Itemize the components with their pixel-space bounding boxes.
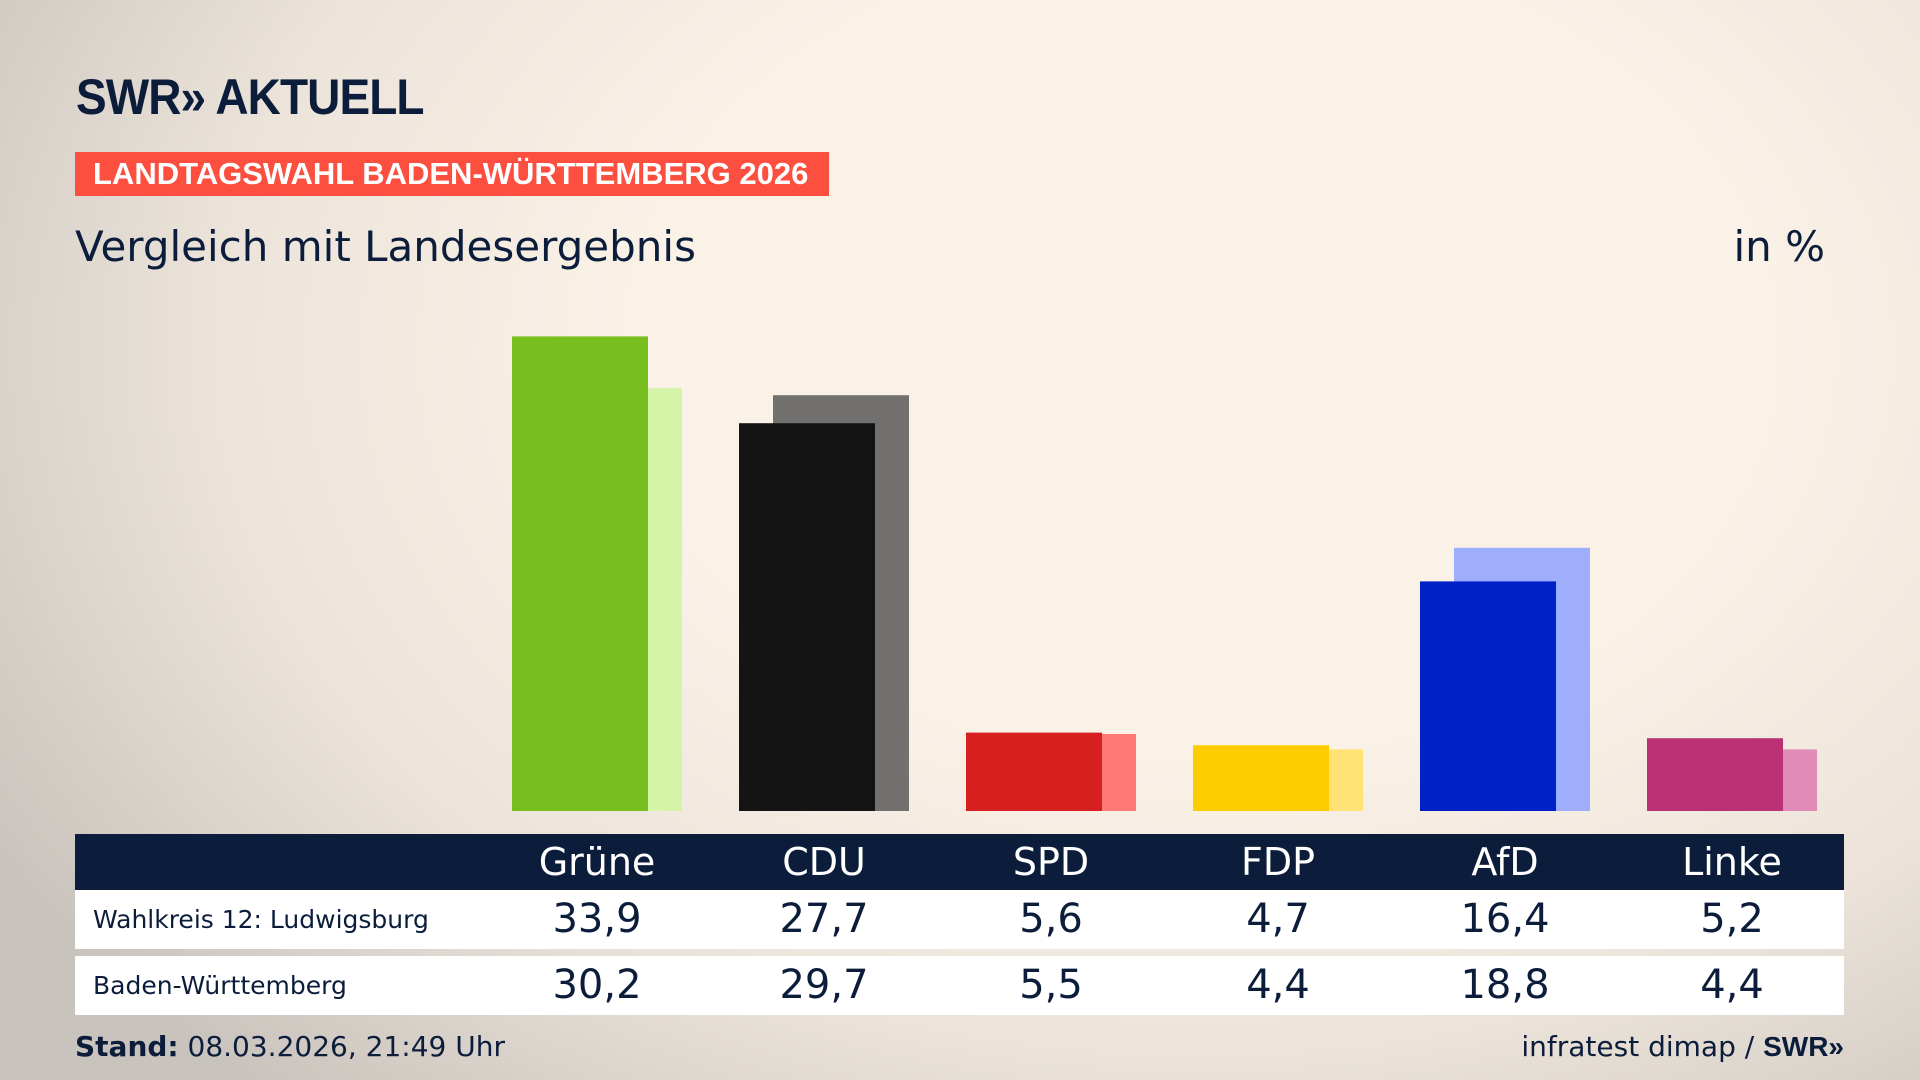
value-cell: 27,7 [779,896,869,942]
row-label: Wahlkreis 12: Ludwigsburg [93,905,429,934]
value-cell: 4,4 [1246,962,1310,1008]
bar-wahlkreis-5 [1647,738,1783,811]
value-cell: 4,4 [1700,962,1764,1008]
column-header: SPD [1012,840,1090,884]
value-cell: 5,6 [1019,896,1083,942]
value-cell: 33,9 [552,896,642,942]
table-row: Baden-Württemberg 30,2 29,7 5,5 4,4 18,8 4,4 [75,956,1844,1015]
column-header: CDU [782,840,866,884]
value-cell: 18,8 [1460,962,1550,1008]
column-header: FDP [1240,840,1316,884]
value-cell: 16,4 [1460,896,1550,942]
column-header: Linke [1682,840,1782,884]
chart-subtitle: Vergleich mit Landesergebnis [75,222,696,271]
stand-value: 08.03.2026, 21:49 Uhr [178,1030,505,1063]
unit-label: in % [1733,222,1825,271]
bar-wahlkreis-4 [1420,581,1556,811]
table-row: Wahlkreis 12: Ludwigsburg 33,9 27,7 5,6 4,7… [75,890,1844,949]
swr-aktuell-logo: SWR» AKTUELL [76,69,424,125]
bar-wahlkreis-3 [1193,745,1329,811]
value-cell: 29,7 [779,962,869,1008]
bar-wahlkreis-0 [512,336,648,811]
bar-chart [512,336,1817,811]
value-cell: 5,5 [1019,962,1083,1008]
column-header: Grüne [538,840,656,884]
table-header: Grüne CDU SPD FDP AfD Linke [75,834,1844,890]
election-banner: LANDTAGSWAHL BADEN-WÜRTTEMBERG 2026 [75,152,829,196]
bar-wahlkreis-2 [966,732,1102,811]
value-cell: 4,7 [1246,896,1310,942]
swr-logo: SWR» [1763,1031,1844,1062]
bar-wahlkreis-1 [739,423,875,811]
source: infratest dimap / SWR» [1521,1030,1844,1063]
value-cell: 5,2 [1700,896,1764,942]
row-label: Baden-Württemberg [93,971,347,1000]
column-header: AfD [1471,840,1539,884]
stand-label: Stand: [75,1030,179,1063]
value-cell: 30,2 [552,962,642,1008]
source-text: infratest dimap / [1521,1030,1764,1063]
timestamp: Stand: 08.03.2026, 21:49 Uhr [75,1030,505,1063]
